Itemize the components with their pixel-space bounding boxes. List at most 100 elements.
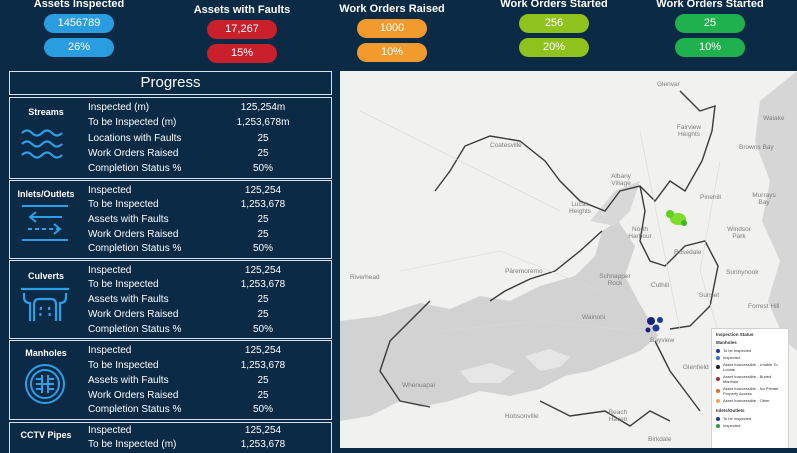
kpi-percent: 26%: [44, 38, 114, 57]
legend-label: Inspected: [723, 423, 741, 428]
legend-item: To be Inspected: [716, 416, 784, 421]
metric-value: 125,254: [244, 345, 282, 356]
map-place-label: Pinehill: [700, 194, 721, 201]
metric-label: To be Inspected (m): [88, 117, 177, 128]
metric-value: 50%: [252, 324, 273, 335]
legend-swatch: [716, 365, 720, 369]
metric-row: Work Orders Raised 25: [88, 389, 328, 403]
metric-value: 125,254: [244, 185, 282, 196]
map-place-label: Windsor Park: [727, 226, 751, 240]
map-place-label: Albany Village: [611, 173, 631, 187]
section-name: Manholes: [25, 348, 67, 358]
metric-row: Inspected 125,254: [88, 424, 328, 438]
metric-label: Inspected: [88, 345, 132, 356]
metric-value: 125,254: [244, 425, 282, 436]
metric-label: Work Orders Raised: [88, 229, 179, 240]
metric-value: 125,254: [244, 265, 282, 276]
metric-label: Completion Status %: [88, 243, 182, 254]
kpi-work-orders-started-2: Work Orders Started 25 10%: [635, 0, 785, 57]
metric-row: To be Inspected 1,253,678: [88, 198, 328, 212]
legend-swatch: [716, 377, 720, 381]
inlet-markers[interactable]: [666, 210, 687, 226]
kpi-value: 1456789: [44, 14, 114, 33]
metric-label: Assets with Faults: [88, 294, 169, 305]
map-view[interactable]: Glenvar Fairview Heights Waiake Browns B…: [340, 71, 797, 448]
legend-swatch: [716, 389, 720, 393]
section-name: Streams: [28, 107, 64, 117]
map-base: [340, 71, 797, 427]
metric-row: To be Inspected (m) 1,253,678: [88, 438, 328, 452]
kpi-percent: 15%: [207, 44, 277, 63]
map-place-label: Rosedale: [674, 249, 702, 256]
legend-title: Inspection Status: [716, 332, 754, 337]
kpi-assets-inspected: Assets Inspected 1456789 26%: [4, 0, 154, 57]
metric-value: 50%: [252, 404, 273, 415]
map-legend: Inspection Status Manholes To be Inspect…: [711, 328, 789, 448]
culvert-icon: [21, 287, 69, 321]
legend-swatch: [716, 423, 720, 428]
map-place-label: Sunnynook: [726, 269, 759, 276]
kpi-title: Work Orders Started: [500, 0, 608, 10]
metric-label: Completion Status %: [88, 324, 182, 335]
manhole-markers[interactable]: [645, 317, 664, 333]
section-name: Inlets/Outlets: [17, 189, 75, 199]
metric-row: Completion Status % 50%: [88, 323, 328, 337]
kpi-percent: 20%: [519, 38, 589, 57]
map-place-label: Lucas Heights: [568, 201, 592, 215]
metric-label: Completion Status %: [88, 163, 182, 174]
metric-value: 1,253,678m: [236, 117, 290, 128]
manhole-icon: [25, 364, 65, 404]
legend-item: Inspected: [716, 423, 784, 428]
map-place-label: Coatesville: [490, 142, 522, 149]
legend-label: Asset Inaccessible - No Private Property…: [723, 386, 779, 396]
metric-value: 50%: [252, 243, 273, 254]
metric-value: 25: [257, 375, 269, 386]
section-culverts: Culverts Inspected 125,254 To be Inspecte…: [9, 260, 332, 339]
metric-row: Assets with Faults 25: [88, 293, 328, 307]
legend-swatch: [716, 355, 720, 360]
legend-label: Inspected: [723, 355, 741, 360]
metric-row: Work Orders Raised 25: [88, 228, 328, 242]
legend-label: Asset Inaccessible - Buried Manhole: [723, 374, 772, 384]
kpi-work-orders-started: Work Orders Started 256 20%: [479, 0, 629, 57]
metric-value: 125,254m: [240, 102, 286, 113]
metric-value: 1,253,678: [240, 439, 286, 450]
map-place-label: Whenuapai: [402, 382, 435, 389]
metric-label: To be Inspected: [88, 279, 159, 290]
kpi-value: 1000: [357, 19, 427, 38]
waves-icon: [21, 129, 63, 159]
map-place-label: Waiake: [763, 115, 785, 122]
metric-label: Inspected: [88, 265, 132, 276]
legend-label: Asset Inaccessible - Unable To Locate: [723, 362, 778, 372]
metric-value: 25: [257, 294, 269, 305]
map-place-label: Forrest Hill: [748, 303, 780, 310]
metric-label: Work Orders Raised: [88, 309, 179, 320]
metric-label: To be Inspected: [88, 199, 159, 210]
kpi-percent: 10%: [675, 38, 745, 57]
metric-row: Inspected 125,254: [88, 344, 328, 358]
legend-swatch: [716, 398, 720, 403]
metric-value: 25: [257, 148, 269, 159]
map-place-label: Schnapper Rock: [599, 273, 631, 287]
metric-row: Inspected 125,254: [88, 184, 328, 198]
section-streams: Streams Inspected (m) 125,254m To be Insp…: [9, 97, 332, 179]
legend-item: Inspected: [716, 355, 784, 360]
legend-item: Asset Inaccessible - Other: [716, 398, 784, 403]
map-place-label: Riverhead: [350, 274, 380, 281]
metric-row: Completion Status % 50%: [88, 162, 328, 176]
metric-label: Assets with Faults: [88, 214, 169, 225]
kpi-title: Assets Inspected: [33, 0, 125, 10]
map-place-label: Murrays Bay: [752, 192, 776, 206]
kpi-title: Work Orders Raised: [339, 3, 445, 15]
kpi-value: 17,267: [207, 20, 277, 39]
metric-value: 25: [257, 214, 269, 225]
metric-label: Work Orders Raised: [88, 148, 179, 159]
legend-label: To be Inspected: [723, 348, 752, 353]
map-place-label: Hobsonville: [505, 413, 539, 420]
legend-swatch: [716, 348, 720, 353]
metric-label: Assets with Faults: [88, 375, 169, 386]
metric-row: To be Inspected 1,253,678: [88, 359, 328, 373]
legend-swatch: [716, 416, 720, 421]
kpi-title: Work Orders Started: [656, 0, 764, 10]
map-place-label: Browns Bay: [739, 144, 774, 151]
